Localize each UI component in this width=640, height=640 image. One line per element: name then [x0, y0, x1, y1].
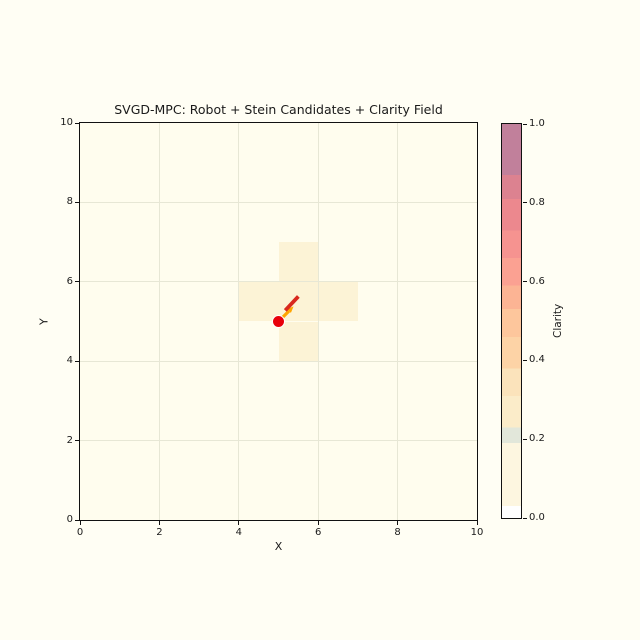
- x-tick-mark: [476, 521, 478, 525]
- y-tick-label: 8: [66, 196, 73, 208]
- x-gridline: [158, 123, 160, 520]
- colorbar-tick-mark: [523, 281, 527, 283]
- y-tick-mark: [75, 360, 79, 362]
- y-gridline: [80, 360, 477, 362]
- y-tick-mark: [75, 201, 79, 203]
- clarity-cell: [278, 242, 319, 282]
- colorbar-tick-mark: [523, 202, 527, 204]
- x-tick-label: 4: [235, 527, 242, 538]
- x-tick-label: 6: [315, 527, 322, 538]
- stein-candidate-line: [283, 295, 300, 312]
- x-tick-label: 2: [156, 527, 163, 538]
- y-gridline: [80, 281, 477, 283]
- robot-marker: [271, 314, 285, 328]
- x-tick-mark: [158, 521, 160, 525]
- colorbar: [501, 123, 522, 519]
- x-tick-label: 0: [76, 527, 84, 538]
- colorbar-tick-mark: [523, 438, 527, 440]
- x-tick-mark: [79, 521, 81, 525]
- y-tick-mark: [75, 281, 79, 283]
- colorbar-tick-mark: [523, 517, 527, 519]
- heading-arrowhead: [287, 306, 294, 313]
- y-gridline: [80, 440, 477, 442]
- y-axis-label: Y: [37, 318, 51, 325]
- x-gridline: [397, 123, 399, 520]
- colorbar-tick-mark: [523, 123, 527, 125]
- x-tick-label: 8: [394, 527, 401, 538]
- colorbar-tick-label: 1.0: [529, 118, 545, 129]
- x-axis-label: X: [274, 540, 283, 553]
- x-tick-mark: [397, 521, 399, 525]
- y-tick-mark: [75, 440, 79, 442]
- colorbar-tick-label: 0.6: [529, 275, 545, 287]
- x-gridline: [238, 123, 240, 520]
- colorbar-tick-mark: [523, 359, 527, 361]
- colorbar-tick-label: 0.4: [529, 354, 545, 366]
- x-tick-mark: [238, 521, 240, 525]
- y-tick-label: 0: [66, 514, 73, 525]
- colorbar-tick-label: 0.0: [529, 512, 545, 523]
- y-tick-mark: [75, 519, 79, 521]
- x-tick-label: 10: [470, 527, 484, 538]
- x-tick-mark: [317, 521, 319, 525]
- chart-title: SVGD-MPC: Robot + Stein Candidates + Cla…: [114, 102, 443, 117]
- y-tick-label: 6: [66, 275, 73, 287]
- y-gridline: [80, 201, 477, 203]
- y-tick-label: 10: [60, 117, 73, 128]
- clarity-cell: [238, 281, 358, 322]
- colorbar-label: Clarity: [552, 303, 564, 339]
- y-tick-label: 4: [66, 355, 73, 367]
- colorbar-tick-label: 0.2: [529, 433, 545, 445]
- y-tick-label: 2: [66, 434, 73, 446]
- colorbar-tick-label: 0.8: [529, 196, 545, 208]
- clarity-cell: [278, 321, 319, 362]
- x-gridline: [317, 123, 319, 520]
- y-tick-mark: [75, 122, 79, 124]
